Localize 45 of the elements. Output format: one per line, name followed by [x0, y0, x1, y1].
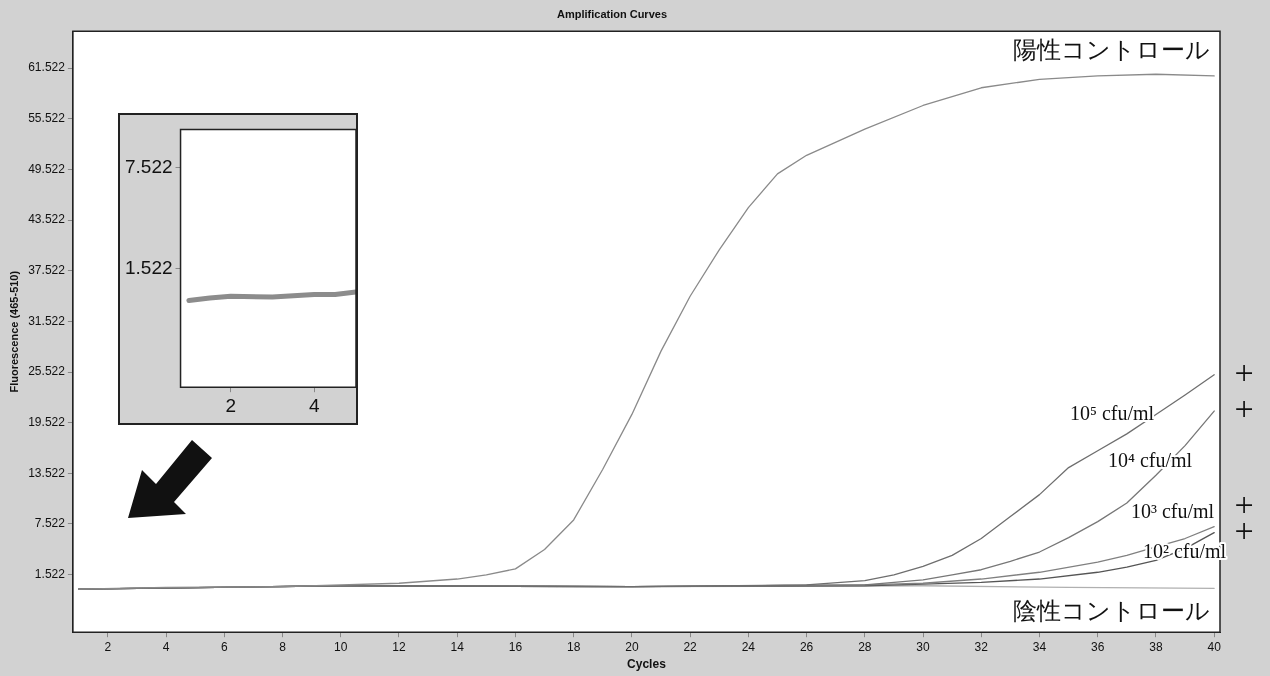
chart-title: Amplification Curves — [556, 7, 668, 20]
x-tick-label: 30 — [916, 639, 931, 654]
y-tick-label: 61.522 — [28, 60, 66, 75]
text: + — [1234, 485, 1254, 523]
y-tick-label: 7.522 — [125, 156, 173, 178]
x-tick-label: 38 — [1149, 639, 1163, 654]
series-label: 陰性コントロール — [1013, 597, 1211, 624]
y-tick-label: 31.522 — [28, 313, 66, 328]
y-tick-label: 13.522 — [28, 465, 66, 480]
x-tick-label: 32 — [974, 639, 989, 654]
x-tick-label: 28 — [858, 639, 872, 654]
x-tick-label: 36 — [1091, 639, 1105, 654]
x-tick-label: 2 — [104, 639, 112, 654]
x-tick-label: 34 — [1032, 639, 1047, 654]
x-tick-label: 26 — [799, 639, 814, 654]
x-tick-label: 2 — [225, 394, 236, 416]
y-axis-title: Fluorescence (465-510) — [7, 270, 20, 393]
x-tick-label: 24 — [741, 639, 756, 654]
text: + — [1234, 389, 1254, 427]
series-label: 10⁵ cfu/ml — [1069, 402, 1155, 424]
text: + — [1234, 353, 1254, 391]
x-tick-label: 4 — [162, 639, 170, 654]
y-tick-label: 43.522 — [28, 212, 66, 227]
y-tick-label: 55.522 — [28, 111, 66, 126]
x-tick-label: 20 — [625, 639, 639, 654]
x-tick-label: 6 — [220, 639, 228, 654]
x-tick-label: 4 — [308, 394, 320, 416]
y-tick-label: 19.522 — [28, 414, 66, 429]
y-tick-label: 1.522 — [125, 257, 173, 279]
y-tick-label: 1.522 — [34, 566, 66, 581]
x-tick-label: 16 — [508, 639, 523, 654]
y-tick-label: 37.522 — [28, 263, 66, 278]
y-tick-label: 49.522 — [28, 161, 66, 176]
x-tick-label: 22 — [683, 639, 698, 654]
x-tick-label: 40 — [1207, 639, 1222, 654]
x-tick-label: 12 — [392, 639, 406, 654]
x-tick-label: 10 — [334, 639, 348, 654]
x-axis-title: Cycles — [627, 657, 667, 672]
series-label: 10³ cfu/ml — [1130, 499, 1215, 522]
x-tick-label: 8 — [279, 639, 287, 654]
x-tick-label: 18 — [566, 639, 581, 654]
y-tick-label: 7.522 — [34, 516, 66, 531]
series-label: 陽性コントロール — [1013, 37, 1211, 64]
x-tick-label: 14 — [450, 639, 465, 654]
y-tick-label: 25.522 — [28, 364, 66, 379]
